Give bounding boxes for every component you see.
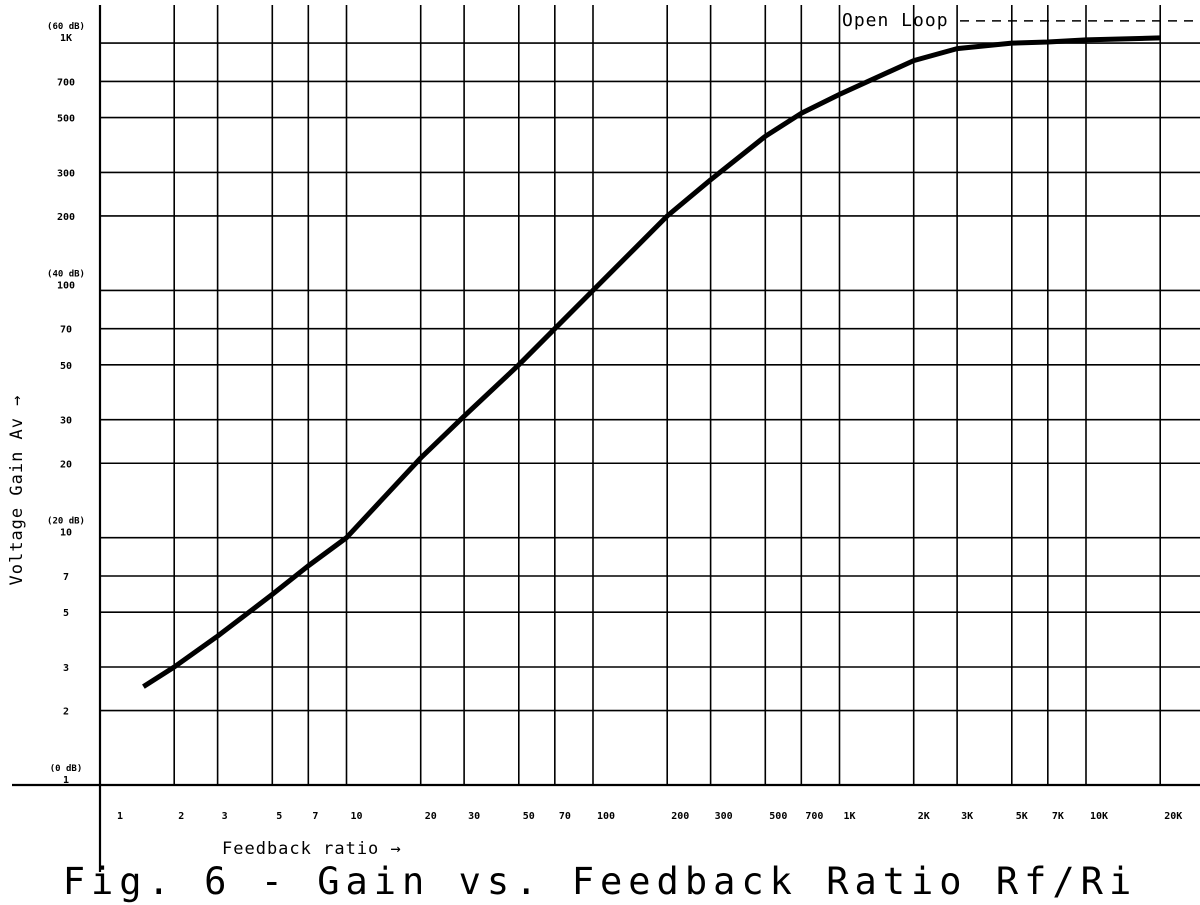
x-tick-label: 2K	[918, 811, 930, 822]
y-tick-labels: 1(0 dB) 2 3 5 7 10(20 dB) 20 30 50 70 100(40 dB) 20…	[47, 22, 85, 786]
grid-lines	[100, 5, 1200, 785]
x-tick-label: 200	[671, 811, 689, 822]
x-tick-label: 1	[117, 811, 123, 822]
y-tick-label: 300	[57, 168, 75, 179]
y-db-label: (20 dB)	[47, 517, 85, 527]
x-tick-label: 5	[276, 811, 282, 822]
y-tick-label: 700	[57, 77, 75, 88]
y-tick-label: 100	[57, 280, 75, 291]
x-tick-label: 30	[468, 811, 480, 822]
gain-curve	[142, 35, 1161, 689]
open-loop-label: Open Loop	[842, 10, 949, 31]
x-tick-label: 10K	[1090, 811, 1108, 822]
y-tick-label: 50	[60, 361, 72, 372]
y-axis-label: Voltage Gain Av →	[7, 395, 27, 586]
x-tick-label: 300	[715, 811, 733, 822]
y-tick-label: 3	[63, 663, 69, 674]
open-loop-annotation: Open Loop	[842, 10, 1200, 31]
x-tick-label: 700	[805, 811, 823, 822]
y-tick-label: 70	[60, 325, 72, 336]
y-tick-label: 30	[60, 416, 72, 427]
x-tick-label: 100	[597, 811, 615, 822]
x-tick-labels: 1 2 3 5 7 10 20 30 50 70 100 200 300 500 700 1K 2K 3K 5K 7K…	[117, 811, 1182, 822]
axes	[12, 5, 1200, 872]
y-tick-label: 1	[63, 775, 69, 786]
y-tick-label: 5	[63, 608, 69, 619]
gain-series-line	[142, 35, 1161, 689]
x-tick-label: 1K	[844, 811, 856, 822]
y-tick-label: 1K	[60, 33, 72, 44]
x-axis-label: Feedback ratio →	[222, 839, 402, 859]
x-tick-label: 7K	[1052, 811, 1064, 822]
y-db-label: (0 dB)	[50, 764, 83, 774]
y-tick-label: 200	[57, 212, 75, 223]
x-tick-label: 2	[178, 811, 184, 822]
y-tick-label: 500	[57, 114, 75, 125]
y-tick-label: 10	[60, 528, 72, 539]
x-tick-label: 50	[523, 811, 535, 822]
x-tick-label: 10	[351, 811, 363, 822]
y-tick-label: 20	[60, 459, 72, 470]
figure-caption: Fig. 6 - Gain vs. Feedback Ratio Rf/Ri	[62, 860, 1138, 903]
x-tick-label: 20K	[1164, 811, 1182, 822]
x-tick-label: 3	[222, 811, 228, 822]
x-tick-label: 20	[425, 811, 437, 822]
y-tick-label: 7	[63, 572, 69, 583]
x-tick-label: 3K	[961, 811, 973, 822]
x-tick-label: 5K	[1016, 811, 1028, 822]
y-tick-label: 2	[63, 707, 69, 718]
x-tick-label: 500	[769, 811, 787, 822]
y-db-label: (40 dB)	[47, 269, 85, 279]
x-tick-label: 7	[312, 811, 318, 822]
x-tick-label: 70	[559, 811, 571, 822]
y-db-label: (60 dB)	[47, 22, 85, 32]
